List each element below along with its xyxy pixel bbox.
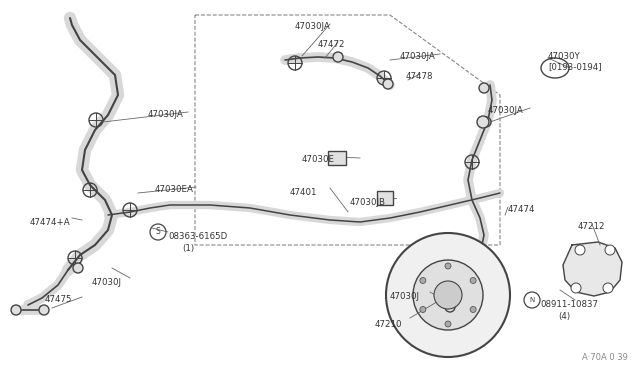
Text: 47030J: 47030J xyxy=(390,292,420,301)
Text: 47030JB: 47030JB xyxy=(350,198,386,207)
Circle shape xyxy=(445,302,455,312)
Circle shape xyxy=(445,263,451,269)
Text: 47212: 47212 xyxy=(578,222,605,231)
Circle shape xyxy=(434,281,462,309)
Circle shape xyxy=(470,278,476,283)
Circle shape xyxy=(39,305,49,315)
Text: 47030Y: 47030Y xyxy=(548,52,580,61)
Text: 47210: 47210 xyxy=(375,320,403,329)
Circle shape xyxy=(420,307,426,312)
Circle shape xyxy=(383,79,393,89)
Circle shape xyxy=(477,116,489,128)
Circle shape xyxy=(413,260,483,330)
Text: N: N xyxy=(529,297,534,303)
Text: (4): (4) xyxy=(558,312,570,321)
Bar xyxy=(377,191,393,205)
Text: 47030JA: 47030JA xyxy=(400,52,436,61)
Circle shape xyxy=(479,83,489,93)
Text: 08911-10837: 08911-10837 xyxy=(540,300,598,309)
Circle shape xyxy=(386,233,510,357)
Circle shape xyxy=(445,321,451,327)
Text: 47030JA: 47030JA xyxy=(488,106,524,115)
Circle shape xyxy=(470,307,476,312)
Circle shape xyxy=(11,305,21,315)
Circle shape xyxy=(481,117,491,127)
Text: 47475: 47475 xyxy=(45,295,72,304)
Text: 08363-6165D: 08363-6165D xyxy=(168,232,227,241)
Text: (1): (1) xyxy=(182,244,194,253)
Text: S: S xyxy=(156,228,161,237)
Circle shape xyxy=(333,52,343,62)
Text: A·70A 0 39: A·70A 0 39 xyxy=(582,353,628,362)
Polygon shape xyxy=(563,242,622,296)
Text: 47478: 47478 xyxy=(406,72,433,81)
Circle shape xyxy=(603,283,613,293)
Text: 47472: 47472 xyxy=(318,40,346,49)
Bar xyxy=(328,151,346,165)
Circle shape xyxy=(73,263,83,273)
Text: 47401: 47401 xyxy=(290,188,317,197)
Text: 47030JA: 47030JA xyxy=(295,22,331,31)
Circle shape xyxy=(575,245,585,255)
Text: [0193-0194]: [0193-0194] xyxy=(548,62,602,71)
Text: 47030E: 47030E xyxy=(302,155,335,164)
Circle shape xyxy=(605,245,615,255)
Text: 47030EA: 47030EA xyxy=(155,185,194,194)
Circle shape xyxy=(420,278,426,283)
Text: 47474: 47474 xyxy=(508,205,536,214)
Circle shape xyxy=(571,283,581,293)
Text: 47030JA: 47030JA xyxy=(148,110,184,119)
Text: 47030J: 47030J xyxy=(92,278,122,287)
Text: 47474+A: 47474+A xyxy=(30,218,70,227)
